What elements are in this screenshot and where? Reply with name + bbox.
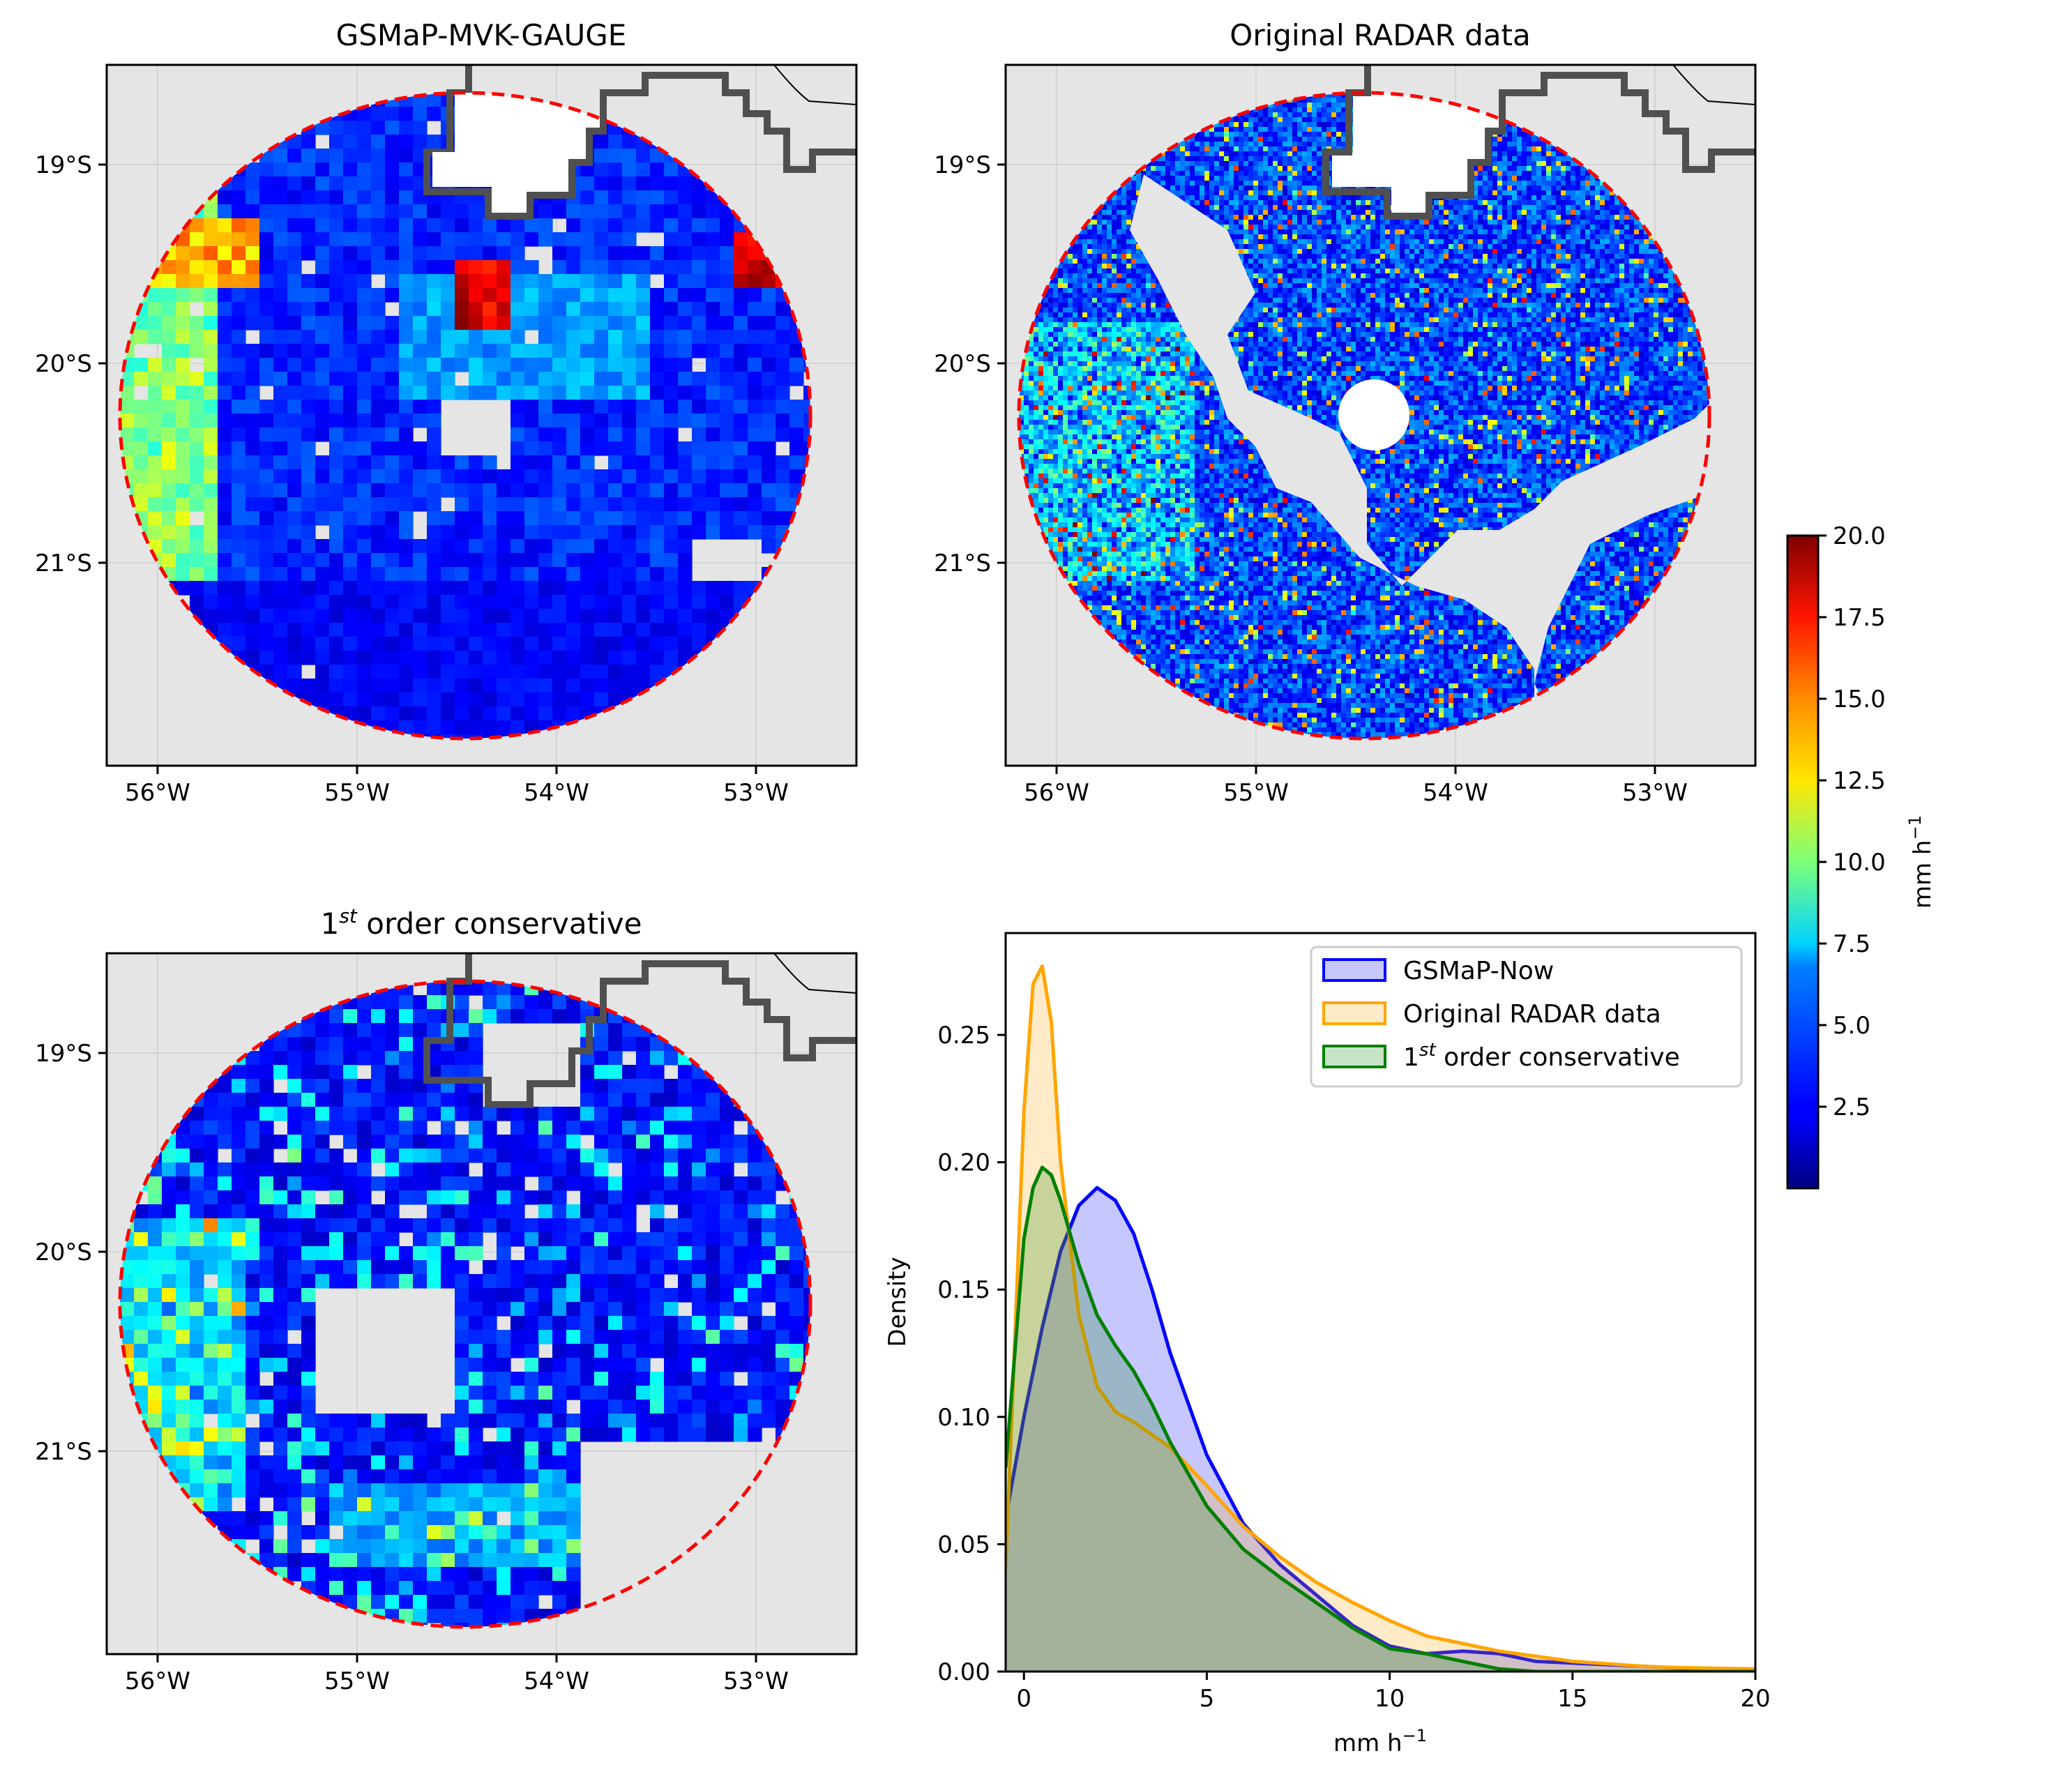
density-area-0 xyxy=(1006,1188,1755,1672)
density-line-0 xyxy=(1006,1185,1755,1672)
precip-field xyxy=(120,981,810,1627)
y-tick-label: 0.00 xyxy=(937,1658,990,1686)
colorbar-tick-label: 15.0 xyxy=(1833,685,1886,713)
x-axis-ticks: 0 5 10 15 20 xyxy=(1016,1672,1771,1713)
y-tick-label: 19°S xyxy=(35,1040,92,1068)
panel-gsmap: GSMaP-MVK-GAUGE 56°W 55°W 54°W 53°W xyxy=(35,18,858,807)
x-tick-label: 20 xyxy=(1740,1685,1770,1713)
legend: GSMaP-Now Original RADAR data 1st order … xyxy=(1310,946,1743,1088)
colorbar-tick-label: 5.0 xyxy=(1833,1012,1870,1040)
colorbar-tick-label: 17.5 xyxy=(1833,604,1886,632)
y-tick-label: 20°S xyxy=(35,350,92,378)
y-tick-label: 21°S xyxy=(934,550,991,577)
x-tick-label: 15 xyxy=(1557,1685,1587,1713)
map-frame xyxy=(105,63,858,767)
legend-label: Original RADAR data xyxy=(1403,1000,1661,1029)
y-tick-label: 20°S xyxy=(934,350,991,378)
x-axis-ticks: 56°W 55°W 54°W 53°W xyxy=(125,766,789,807)
legend-swatch xyxy=(1322,958,1386,982)
x-tick-label: 56°W xyxy=(125,1667,190,1695)
x-tick-label: 54°W xyxy=(1423,779,1488,807)
plot-frame xyxy=(1004,932,1757,1673)
y-tick-label: 0.05 xyxy=(937,1531,990,1559)
colorbar-ticks: 20.0 17.5 15.0 12.5 10.0 7.5 5.0 2.5 xyxy=(1818,522,1886,1121)
country-border xyxy=(1322,65,1755,220)
y-tick-label: 21°S xyxy=(35,1438,92,1466)
legend-label: 1st order conservative xyxy=(1403,1040,1680,1072)
panel-conservative-title: 1st order conservative xyxy=(321,904,642,941)
y-tick-label: 19°S xyxy=(35,151,92,179)
x-tick-label: 56°W xyxy=(125,779,190,807)
x-tick-label: 55°W xyxy=(1223,779,1289,807)
x-tick-label: 53°W xyxy=(1622,779,1688,807)
x-axis-label: mm h−1 xyxy=(1333,1726,1427,1757)
y-axis-ticks: 0.00 0.05 0.10 0.15 0.20 0.25 xyxy=(937,1022,1006,1686)
x-tick-label: 54°W xyxy=(524,779,589,807)
panel-radar-title: Original RADAR data xyxy=(1230,18,1530,52)
y-tick-label: 21°S xyxy=(35,550,92,577)
legend-box xyxy=(1310,946,1743,1088)
colorbar-tick-label: 20.0 xyxy=(1833,522,1886,550)
panel-radar: Original RADAR data 56°W 55°W 54°W 53°W xyxy=(934,18,1757,807)
y-axis-label: Density xyxy=(884,1257,912,1347)
x-tick-label: 0 xyxy=(1016,1685,1031,1713)
map-frame xyxy=(1004,63,1757,767)
colorbar-gradient xyxy=(1786,534,1820,1190)
y-axis-ticks: 19°S 20°S 21°S xyxy=(934,151,1006,577)
y-tick-label: 20°S xyxy=(35,1238,92,1266)
map-frame xyxy=(105,952,858,1656)
y-axis-ticks: 19°S 20°S 21°S xyxy=(35,151,107,577)
radar-range-circle xyxy=(118,979,812,1629)
legend-swatch xyxy=(1322,1045,1386,1068)
density-area-1 xyxy=(1006,966,1755,1672)
x-tick-label: 55°W xyxy=(324,1667,390,1695)
y-tick-label: 0.20 xyxy=(937,1149,990,1177)
radar-range-circle xyxy=(118,91,812,741)
x-tick-label: 55°W xyxy=(324,779,390,807)
colorbar-tick-label: 10.0 xyxy=(1833,849,1886,877)
x-tick-label: 10 xyxy=(1375,1685,1405,1713)
radar-range-circle xyxy=(1017,91,1711,741)
y-tick-label: 0.25 xyxy=(937,1022,990,1050)
x-tick-label: 56°W xyxy=(1024,779,1089,807)
x-tick-label: 5 xyxy=(1200,1685,1215,1713)
country-border xyxy=(423,953,856,1108)
density-line-2 xyxy=(1006,1165,1755,1672)
x-axis-ticks: 56°W 55°W 54°W 53°W xyxy=(125,1654,789,1695)
panel-conservative: 1st order conservative 56°W 55°W 54°W 53… xyxy=(35,904,858,1695)
radar-blind-zone xyxy=(1019,93,1709,738)
legend-swatch xyxy=(1322,1001,1386,1025)
legend-label: GSMaP-Now xyxy=(1403,957,1554,985)
density-area-2 xyxy=(1006,1167,1755,1672)
density-line-1 xyxy=(1006,964,1755,1671)
country-border xyxy=(423,65,856,220)
colorbar: 20.0 17.5 15.0 12.5 10.0 7.5 5.0 2.5 mm h−1 xyxy=(1786,522,1937,1190)
y-tick-label: 0.10 xyxy=(937,1404,990,1432)
y-axis-ticks: 19°S 20°S 21°S xyxy=(35,1040,107,1466)
panel-gsmap-title: GSMaP-MVK-GAUGE xyxy=(336,18,627,52)
x-tick-label: 53°W xyxy=(723,1667,789,1695)
density-series xyxy=(1006,964,1755,1672)
panel-density: 0 5 10 15 20 0.00 0.05 0.10 0.15 0.20 0.25 mm h−1… xyxy=(884,932,1771,1757)
x-tick-label: 54°W xyxy=(524,1667,589,1695)
x-axis-ticks: 56°W 55°W 54°W 53°W xyxy=(1024,766,1688,807)
colorbar-tick-label: 7.5 xyxy=(1833,930,1870,958)
colorbar-tick-label: 2.5 xyxy=(1833,1093,1870,1121)
y-tick-label: 19°S xyxy=(934,151,991,179)
x-tick-label: 53°W xyxy=(723,779,789,807)
colorbar-tick-label: 12.5 xyxy=(1833,767,1886,795)
colorbar-label: mm h−1 xyxy=(1905,815,1937,909)
y-tick-label: 0.15 xyxy=(937,1276,990,1304)
